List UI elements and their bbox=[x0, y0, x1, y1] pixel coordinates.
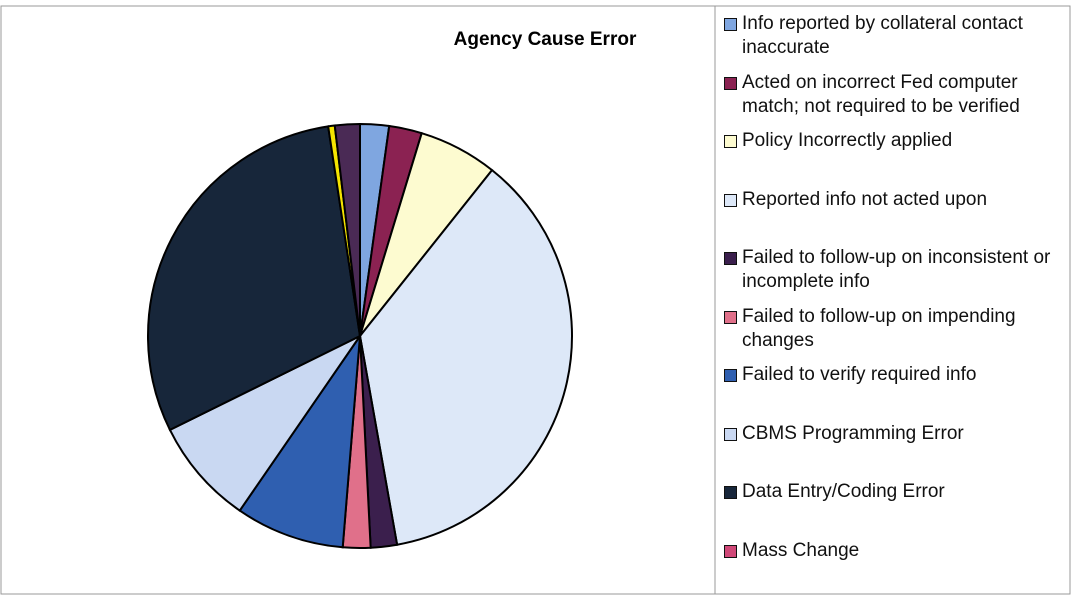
legend-label: Acted on incorrect Fed computer match; n… bbox=[742, 71, 1020, 117]
chart-title: Agency Cause Error bbox=[454, 29, 637, 50]
legend-label: Info reported by collateral contact inac… bbox=[742, 13, 1023, 58]
legend-item: Failed to follow-up on inconsistent or i… bbox=[724, 246, 1064, 294]
legend-label: Reported info not acted upon bbox=[742, 188, 988, 210]
legend-item: Info reported by collateral contact inac… bbox=[724, 12, 1064, 60]
plot-border bbox=[0, 5, 1071, 595]
legend-swatch bbox=[724, 486, 737, 499]
legend-item: Mass Change bbox=[724, 539, 1064, 563]
legend-item: CBMS Programming Error bbox=[724, 422, 1064, 446]
legend-item: Reported info not acted upon bbox=[724, 188, 1064, 212]
pie-slice bbox=[358, 168, 573, 546]
legend-label: Mass Change bbox=[742, 539, 860, 561]
legend-swatch bbox=[724, 369, 737, 382]
legend-swatch bbox=[724, 135, 737, 148]
legend-label: Data Entry/Coding Error bbox=[742, 481, 945, 502]
legend-swatch bbox=[724, 544, 737, 558]
legend-item: Failed to verify required info bbox=[724, 363, 1064, 387]
legend-item: Acted on incorrect Fed computer match; n… bbox=[724, 71, 1064, 119]
legend-label: CBMS Programming Error bbox=[742, 422, 964, 444]
pie-slice bbox=[333, 122, 361, 337]
legend-item: Data Entry/Coding Error bbox=[724, 480, 1064, 504]
legend-swatch bbox=[724, 18, 737, 31]
legend-swatch bbox=[724, 252, 737, 265]
legend-label: Failed to verify required info bbox=[742, 364, 977, 385]
legend-swatch bbox=[724, 427, 737, 441]
legend-label: Failed to follow-up on impending changes bbox=[742, 305, 1016, 351]
legend-item: Failed to follow-up on impending changes bbox=[724, 305, 1064, 353]
pie-slice bbox=[168, 333, 364, 512]
legend-item: Policy Incorrectly applied bbox=[724, 129, 1064, 153]
legend-label: Failed to follow-up on inconsistent or i… bbox=[742, 247, 1051, 292]
legend-swatch bbox=[724, 76, 737, 90]
pie-slice bbox=[238, 332, 362, 549]
legend-swatch bbox=[724, 193, 737, 207]
pie-slice bbox=[147, 125, 362, 432]
legend-label: Policy Incorrectly applied bbox=[742, 130, 953, 151]
legend-swatch bbox=[724, 310, 737, 324]
